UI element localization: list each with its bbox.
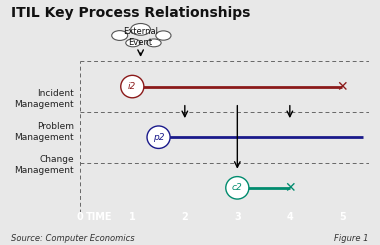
Ellipse shape	[126, 39, 140, 47]
Text: 3: 3	[234, 212, 241, 222]
Text: External
Event: External Event	[123, 27, 158, 47]
Text: ✕: ✕	[284, 181, 296, 195]
Text: Source: Computer Economics: Source: Computer Economics	[11, 233, 135, 243]
Ellipse shape	[147, 39, 161, 47]
Text: 2: 2	[181, 212, 188, 222]
Ellipse shape	[112, 31, 128, 40]
Ellipse shape	[226, 177, 249, 199]
Text: c2: c2	[232, 183, 243, 192]
Text: ✕: ✕	[337, 80, 348, 94]
Text: ITIL Key Process Relationships: ITIL Key Process Relationships	[11, 6, 251, 20]
Text: 0: 0	[76, 212, 83, 222]
Text: Change
Management: Change Management	[14, 155, 74, 175]
Text: p2: p2	[153, 133, 164, 142]
Text: Problem
Management: Problem Management	[14, 122, 74, 142]
Text: 1: 1	[129, 212, 136, 222]
Text: 4: 4	[287, 212, 293, 222]
Ellipse shape	[121, 75, 144, 98]
Text: Figure 1: Figure 1	[334, 233, 369, 243]
Text: i2: i2	[128, 82, 136, 91]
Text: 5: 5	[339, 212, 346, 222]
Text: Incident
Management: Incident Management	[14, 89, 74, 109]
Ellipse shape	[156, 31, 171, 40]
Text: TIME: TIME	[86, 212, 112, 222]
Ellipse shape	[131, 24, 150, 35]
Ellipse shape	[147, 126, 170, 148]
